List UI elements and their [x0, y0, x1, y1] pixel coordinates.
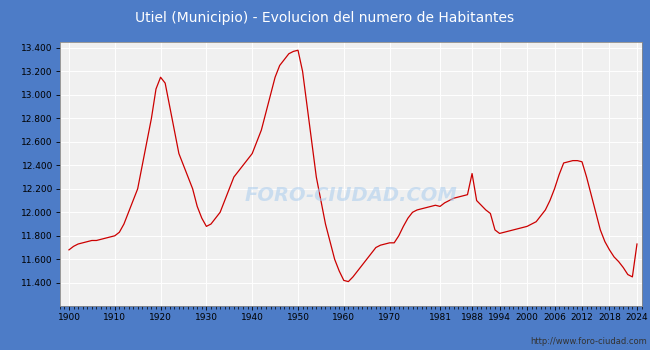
Text: Utiel (Municipio) - Evolucion del numero de Habitantes: Utiel (Municipio) - Evolucion del numero… [135, 11, 515, 26]
Text: FORO-CIUDAD.COM: FORO-CIUDAD.COM [244, 186, 457, 205]
Text: http://www.foro-ciudad.com: http://www.foro-ciudad.com [530, 337, 647, 346]
